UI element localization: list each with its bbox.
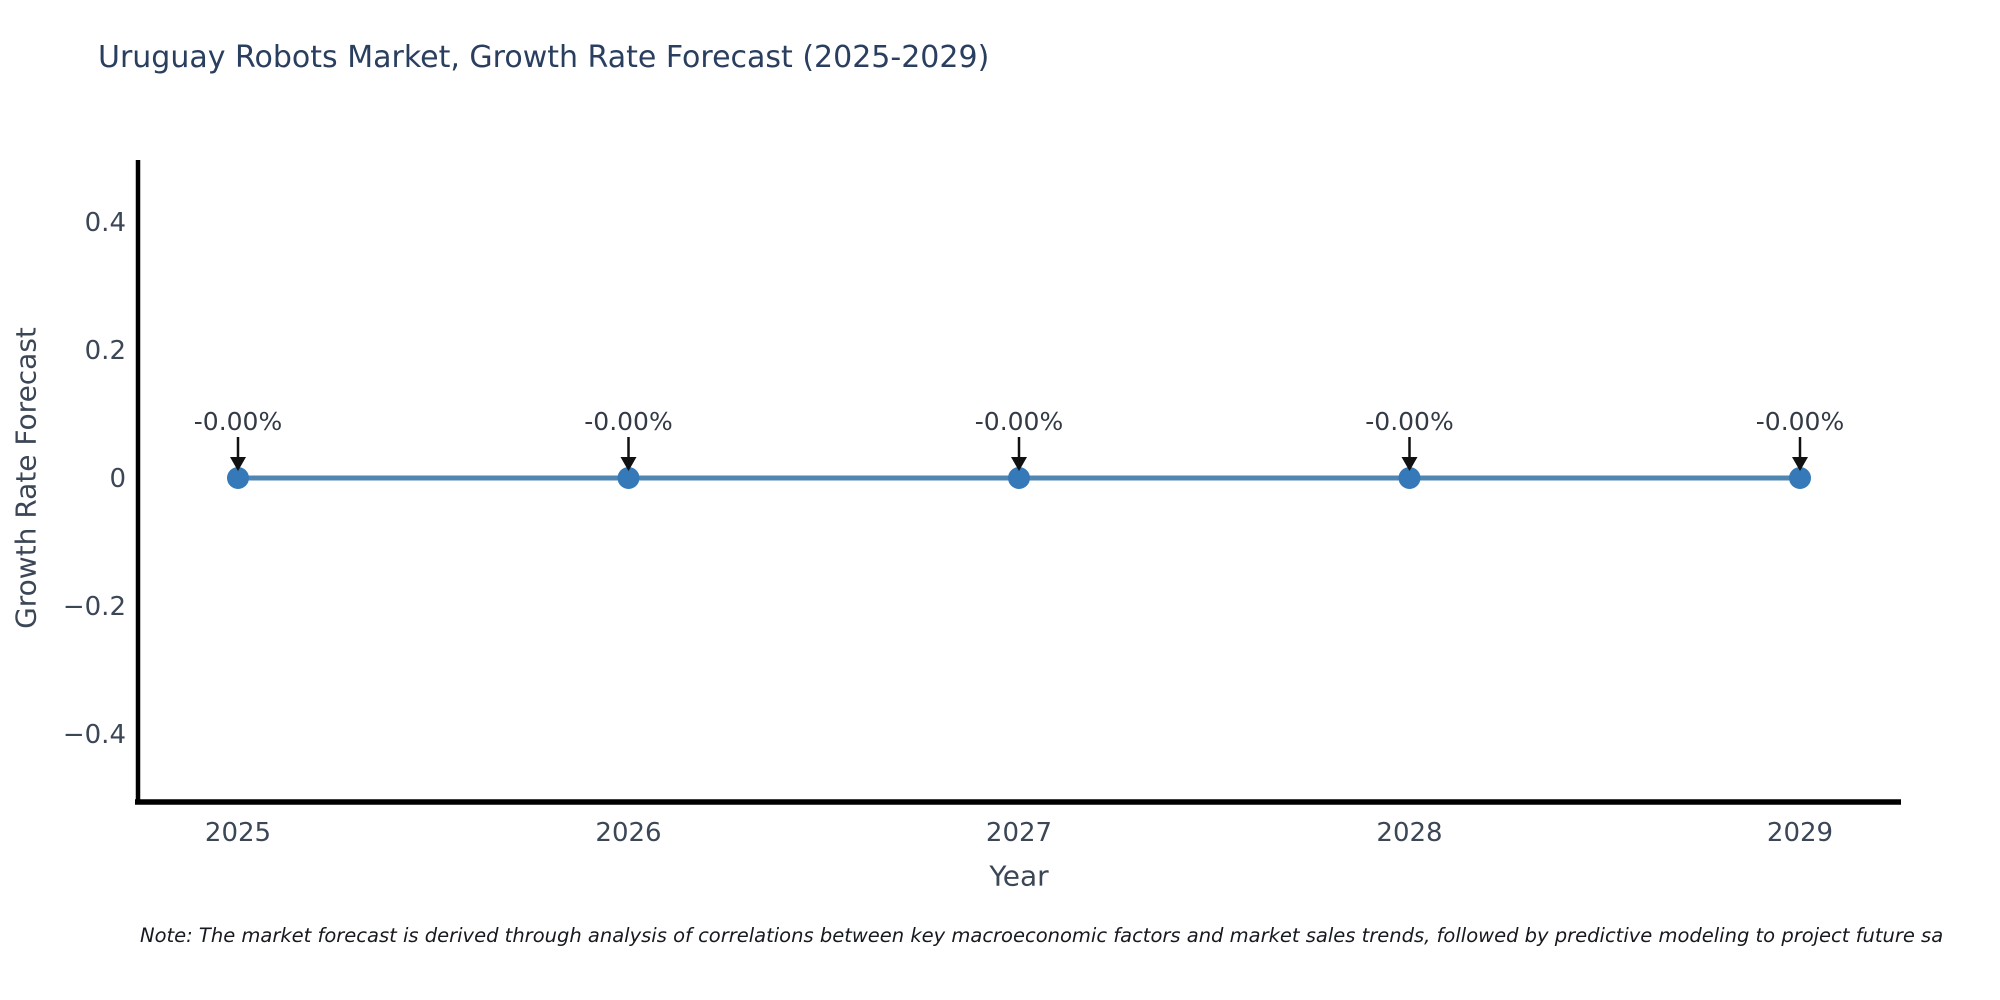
x-axis-title: Year	[989, 859, 1049, 893]
annotation-label: -0.00%	[975, 407, 1063, 436]
data-point-marker	[1008, 467, 1030, 489]
y-tick-label: −0.4	[63, 720, 126, 750]
annotation-arrow-head	[1401, 457, 1418, 471]
chart-title: Uruguay Robots Market, Growth Rate Forec…	[98, 40, 990, 75]
annotation-arrow-head	[1011, 457, 1027, 471]
x-tick-label: 2026	[595, 818, 661, 848]
y-tick-label: −0.2	[63, 592, 126, 622]
data-point-marker	[1398, 467, 1421, 489]
annotation-label: -0.00%	[1365, 407, 1453, 436]
x-tick-label: 2027	[986, 818, 1052, 848]
y-tick-label: 0.2	[85, 336, 126, 366]
y-tick-label: 0.4	[85, 208, 126, 238]
x-tick-label: 2028	[1376, 818, 1442, 848]
x-tick-label: 2029	[1767, 818, 1833, 848]
x-tick-label: 2025	[205, 818, 271, 848]
annotation-label: -0.00%	[584, 407, 672, 436]
data-point-marker	[1789, 467, 1811, 489]
footnote: Note: The market forecast is derived thr…	[140, 924, 1944, 947]
annotation-arrow-head	[1792, 457, 1808, 471]
annotation-arrow-head	[230, 457, 246, 471]
data-point-marker	[227, 467, 249, 489]
y-tick-label: 0	[109, 464, 126, 494]
annotation-label: -0.00%	[194, 407, 282, 436]
data-point-marker	[617, 467, 640, 489]
annotation-arrow-head	[620, 457, 637, 471]
annotation-label: -0.00%	[1756, 407, 1844, 436]
y-axis-title: Growth Rate Forecast	[9, 327, 43, 629]
